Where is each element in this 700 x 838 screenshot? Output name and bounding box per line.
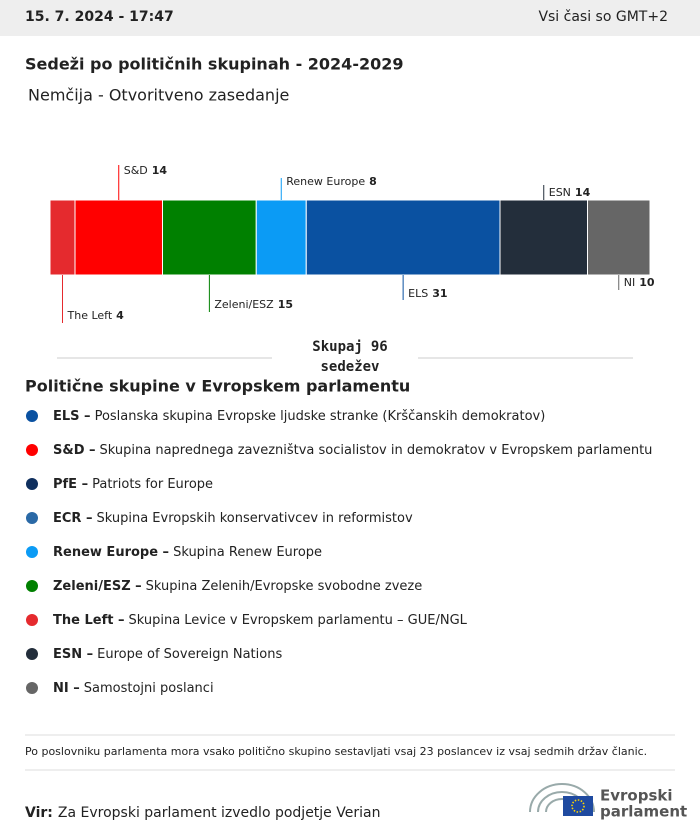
legend-dot	[26, 512, 38, 524]
timezone: Vsi časi so GMT+2	[538, 9, 668, 25]
source-text: Za Evropski parlament izvedlo podjetje V…	[58, 805, 381, 821]
segment-name: Zeleni/ESZ	[214, 298, 274, 311]
stacked-bar: The Left 4 S&D 14 Zeleni/ESZ 15 Renew Europe 8 E…	[49, 164, 655, 323]
header-bar	[0, 0, 700, 36]
legend-abbr: ECR –	[53, 511, 92, 526]
segment-value: 4	[116, 309, 124, 322]
segment-value: 14	[575, 186, 591, 199]
segment-label: Renew Europe 8	[286, 175, 377, 188]
segment-value: 15	[278, 298, 293, 311]
total-text: Skupaj	[312, 339, 363, 355]
segment-name: Renew Europe	[286, 175, 365, 188]
legend-description: Skupina Levice v Evropskem parlamentu – …	[128, 613, 467, 628]
legend-abbr: The Left –	[53, 613, 124, 628]
segment-label: Zeleni/ESZ 15	[214, 298, 293, 311]
total-label: Skupaj 96	[312, 339, 387, 355]
date: 15. 7. 2024 - 17:47	[25, 9, 174, 25]
legend-entry: The Left – Skupina Levice v Evropskem par…	[53, 613, 468, 628]
segment-name: NI	[624, 276, 635, 289]
legend-entry: ESN – Europe of Sovereign Nations	[53, 647, 282, 662]
segment-value: 14	[152, 164, 168, 177]
legend-abbr: S&D –	[53, 443, 96, 458]
legend-description: Skupina Renew Europe	[173, 545, 322, 560]
legend-abbr: Renew Europe –	[53, 545, 169, 560]
total-value: 96	[371, 339, 388, 355]
total-unit: sedežev	[320, 359, 379, 375]
legend-entry: NI – Samostojni poslanci	[53, 681, 214, 696]
legend-abbr: ELS –	[53, 409, 91, 424]
legend-description: Patriots for Europe	[92, 477, 213, 492]
legend-dot	[26, 648, 38, 660]
source-label: Vir:	[25, 805, 53, 821]
bar-segment	[499, 199, 588, 276]
legend-entry: S&D – Skupina naprednega zavezništva soci…	[53, 443, 652, 458]
legend-dot	[26, 682, 38, 694]
legend-description: Skupina Evropskih konservativcev in refo…	[96, 511, 412, 526]
legend-description: Samostojni poslanci	[84, 681, 214, 696]
bar-segment	[74, 199, 163, 276]
legend-abbr: Zeleni/ESZ –	[53, 579, 142, 594]
bar-segment	[305, 199, 501, 276]
segment-name: S&D	[124, 164, 148, 177]
bar-segment	[162, 199, 257, 276]
legend-entry: ELS – Poslanska skupina Evropske ljudske …	[53, 409, 545, 424]
segment-value: 31	[432, 287, 447, 300]
footnote: Po poslovniku parlamenta mora vsako poli…	[25, 745, 647, 758]
segment-value: 8	[369, 175, 377, 188]
legend-dot	[26, 444, 38, 456]
segment-label: NI 10	[624, 276, 655, 289]
legend-description: Skupina naprednega zavezništva socialist…	[100, 443, 653, 458]
segment-label: S&D 14	[124, 164, 168, 177]
segment-name: The Left	[67, 309, 113, 322]
legend-title: Politične skupine v Evropskem parlamentu	[25, 377, 410, 396]
legend-entry: PfE – Patriots for Europe	[53, 477, 213, 492]
legend-dot	[26, 580, 38, 592]
legend-entry: ECR – Skupina Evropskih konservativcev in…	[53, 511, 413, 526]
legend-entry: Renew Europe – Skupina Renew Europe	[53, 545, 322, 560]
legend-dot	[26, 478, 38, 490]
legend-description: Europe of Sovereign Nations	[97, 647, 282, 662]
segment-label: ESN 14	[549, 186, 591, 199]
legend-description: Poslanska skupina Evropske ljudske stran…	[95, 409, 546, 424]
legend-entry: Zeleni/ESZ – Skupina Zelenih/Evropske svo…	[53, 579, 422, 594]
legend-abbr: PfE –	[53, 477, 88, 492]
logo-text: Evropski	[600, 787, 673, 805]
bar-segment	[49, 199, 76, 276]
segment-label: The Left 4	[67, 309, 125, 322]
legend-dot	[26, 614, 38, 626]
segment-label: ELS 31	[408, 287, 447, 300]
bar-segment	[587, 199, 651, 276]
chart-subtitle: Nemčija - Otvoritveno zasedanje	[28, 86, 289, 105]
legend-description: Skupina Zelenih/Evropske svobodne zveze	[146, 579, 423, 594]
bar-segment	[255, 199, 307, 276]
segment-name: ESN	[549, 186, 571, 199]
segment-name: ELS	[408, 287, 428, 300]
legend-abbr: NI –	[53, 681, 80, 696]
chart-title: Sedeži po političnih skupinah - 2024-202…	[25, 55, 403, 74]
legend-abbr: ESN –	[53, 647, 93, 662]
source: Vir: Za Evropski parlament izvedlo podjet…	[25, 805, 380, 821]
segment-value: 10	[639, 276, 655, 289]
legend-dot	[26, 546, 38, 558]
legend-dot	[26, 410, 38, 422]
logo-text: parlament	[600, 803, 687, 821]
legend: ELS – Poslanska skupina Evropske ljudske …	[26, 409, 652, 696]
logo: Evropski parlament	[529, 783, 687, 821]
